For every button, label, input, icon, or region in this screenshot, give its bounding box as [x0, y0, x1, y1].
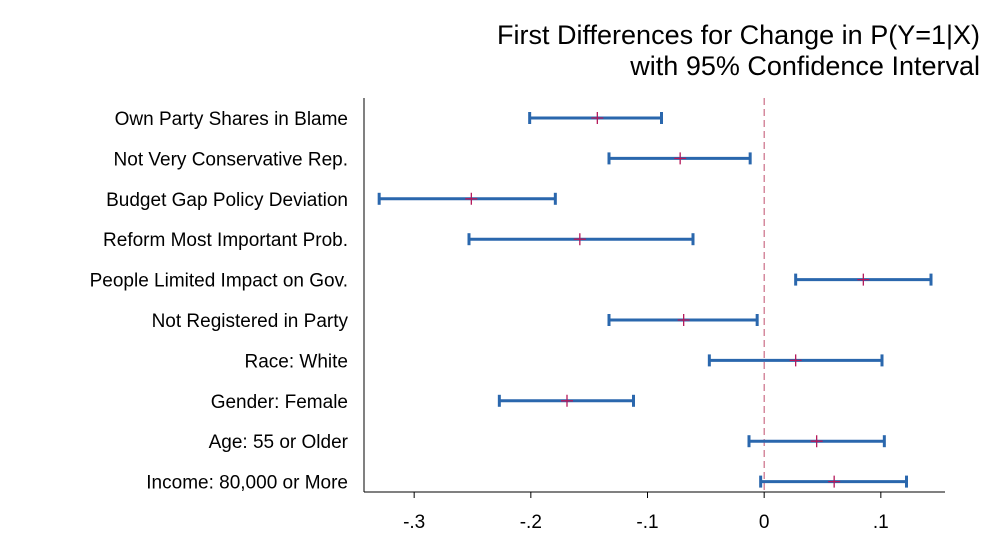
category-label: Own Party Shares in Blame	[115, 109, 348, 130]
estimate-marker	[677, 314, 690, 326]
estimate-marker	[465, 192, 478, 205]
category-label: Income: 80,000 or More	[146, 473, 348, 494]
category-label: Not Registered in Party	[152, 311, 349, 332]
category-label: Budget Gap Policy Deviation	[106, 190, 348, 211]
category-label: Race: White	[245, 351, 348, 372]
estimate-marker	[674, 152, 687, 165]
chart-title: First Differences for Change in P(Y=1|X)	[497, 20, 980, 50]
x-tick-label: .1	[873, 512, 889, 533]
category-label: Reform Most Important Prob.	[103, 230, 348, 251]
category-label: Not Very Conservative Rep.	[114, 149, 348, 170]
estimate-marker	[789, 354, 802, 367]
x-tick-label: -.3	[403, 512, 425, 533]
estimate-marker	[857, 273, 870, 286]
estimate-marker	[591, 112, 604, 124]
x-tick-label: -.1	[636, 512, 658, 533]
category-label: Age: 55 or Older	[209, 432, 349, 453]
estimate-marker	[828, 475, 841, 488]
x-tick-label: 0	[759, 512, 770, 533]
x-tick-label: -.2	[520, 512, 542, 533]
chart-title: with 95% Confidence Interval	[629, 51, 980, 81]
estimate-marker	[573, 233, 586, 246]
estimate-marker	[561, 394, 573, 407]
estimate-marker	[810, 435, 823, 448]
category-label: Gender: Female	[211, 392, 348, 413]
category-label: People Limited Impact on Gov.	[90, 271, 348, 292]
